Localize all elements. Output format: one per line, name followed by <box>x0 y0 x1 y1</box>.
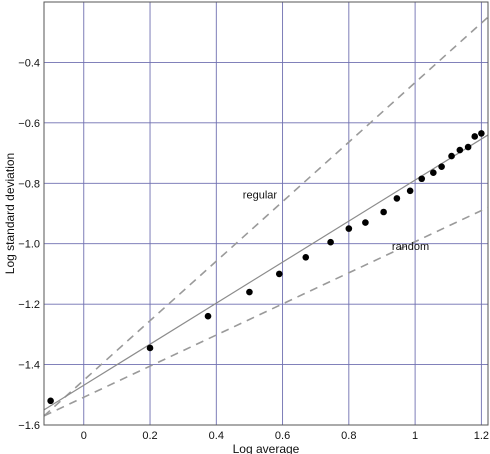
data-point <box>478 130 485 137</box>
annotation-label: random <box>392 241 429 253</box>
data-point <box>464 143 472 151</box>
annotation-label: regular <box>243 189 278 201</box>
y-tick-label: −1.6 <box>18 420 40 432</box>
data-point <box>456 146 464 154</box>
data-point <box>418 175 426 183</box>
reference-line <box>43 16 489 417</box>
y-tick-label: −0.8 <box>18 178 40 190</box>
data-point <box>204 312 212 320</box>
data-point <box>345 225 353 232</box>
grid <box>44 2 488 426</box>
data-point <box>430 169 437 177</box>
data-point <box>393 195 401 202</box>
data-point <box>471 133 479 140</box>
annotations: regular random <box>243 189 429 252</box>
reference-lines <box>43 16 489 417</box>
data-point <box>246 288 253 296</box>
data-point <box>406 187 414 195</box>
data-point <box>275 270 283 278</box>
x-tick-label: 0 <box>81 430 87 442</box>
x-tick-label: 1 <box>412 430 418 442</box>
data-point <box>146 344 154 352</box>
x-tick-label: 0.6 <box>275 430 290 442</box>
x-axis-label: Log average <box>233 442 300 454</box>
data-point <box>47 397 54 405</box>
data-point <box>362 219 369 226</box>
data-points <box>47 130 485 405</box>
y-tick-label: −0.4 <box>18 57 40 69</box>
y-axis-label: Log standard deviation <box>3 153 17 274</box>
x-tick-label: 0.4 <box>209 430 224 442</box>
fit-line <box>43 134 489 411</box>
data-point <box>438 163 445 170</box>
x-tick-label: 0.8 <box>341 430 356 442</box>
x-tick-label: 1.2 <box>474 430 489 442</box>
data-point <box>380 208 387 216</box>
plot-frame <box>43 1 489 426</box>
reference-line <box>43 206 489 417</box>
y-tick-label: −0.6 <box>18 118 40 130</box>
data-point <box>327 238 334 246</box>
x-tick-label: 0.2 <box>142 430 157 442</box>
data-point <box>448 152 455 160</box>
data-point <box>302 254 310 261</box>
y-tick-label: −1.0 <box>18 239 40 251</box>
y-tick-label: −1.4 <box>18 360 40 372</box>
tick-labels: 0 0.2 0.4 0.6 0.8 1 1.2 −1.6 −1.4 −1.2 −1.0 −0.8 −0.… <box>18 57 489 442</box>
y-tick-label: −1.2 <box>18 299 40 311</box>
